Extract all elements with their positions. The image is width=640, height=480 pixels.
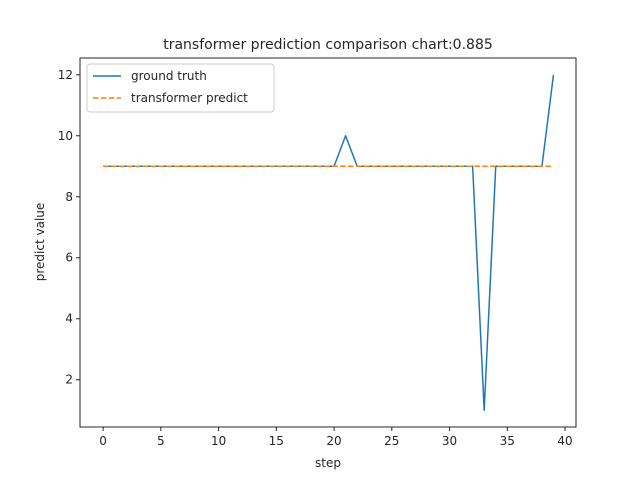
x-tick-label: 30 [442, 434, 457, 448]
x-tick-label: 20 [326, 434, 341, 448]
y-tick-label: 8 [65, 190, 73, 204]
legend-entry: transformer predict [131, 91, 248, 105]
axes-frame [79, 57, 577, 428]
chart-title: transformer prediction comparison chart:… [163, 37, 493, 53]
x-tick-label: 5 [157, 434, 165, 448]
plot-area [103, 74, 555, 411]
x-tick-label: 10 [211, 434, 226, 448]
legend-entry: ground truth [131, 69, 207, 83]
y-tick-label: 4 [65, 312, 73, 326]
y-axis-label: predict value [33, 203, 47, 282]
x-tick-label: 15 [269, 434, 284, 448]
y-axis: 2 4 6 8 10 12 [58, 68, 80, 387]
legend-box [86, 63, 275, 113]
y-tick-label: 2 [65, 373, 73, 387]
legend: ground truth transformer predict [86, 63, 275, 113]
y-tick-label: 6 [65, 251, 73, 265]
y-tick-label: 10 [58, 129, 73, 143]
y-tick-label: 12 [58, 68, 73, 82]
x-tick-label: 0 [99, 434, 107, 448]
x-tick-label: 25 [384, 434, 399, 448]
x-tick-label: 35 [500, 434, 515, 448]
x-axis-label: step [315, 456, 341, 470]
x-tick-label: 40 [557, 434, 572, 448]
x-axis: 0 5 10 15 20 25 30 35 40 [99, 427, 573, 448]
series-line-0 [103, 74, 555, 411]
